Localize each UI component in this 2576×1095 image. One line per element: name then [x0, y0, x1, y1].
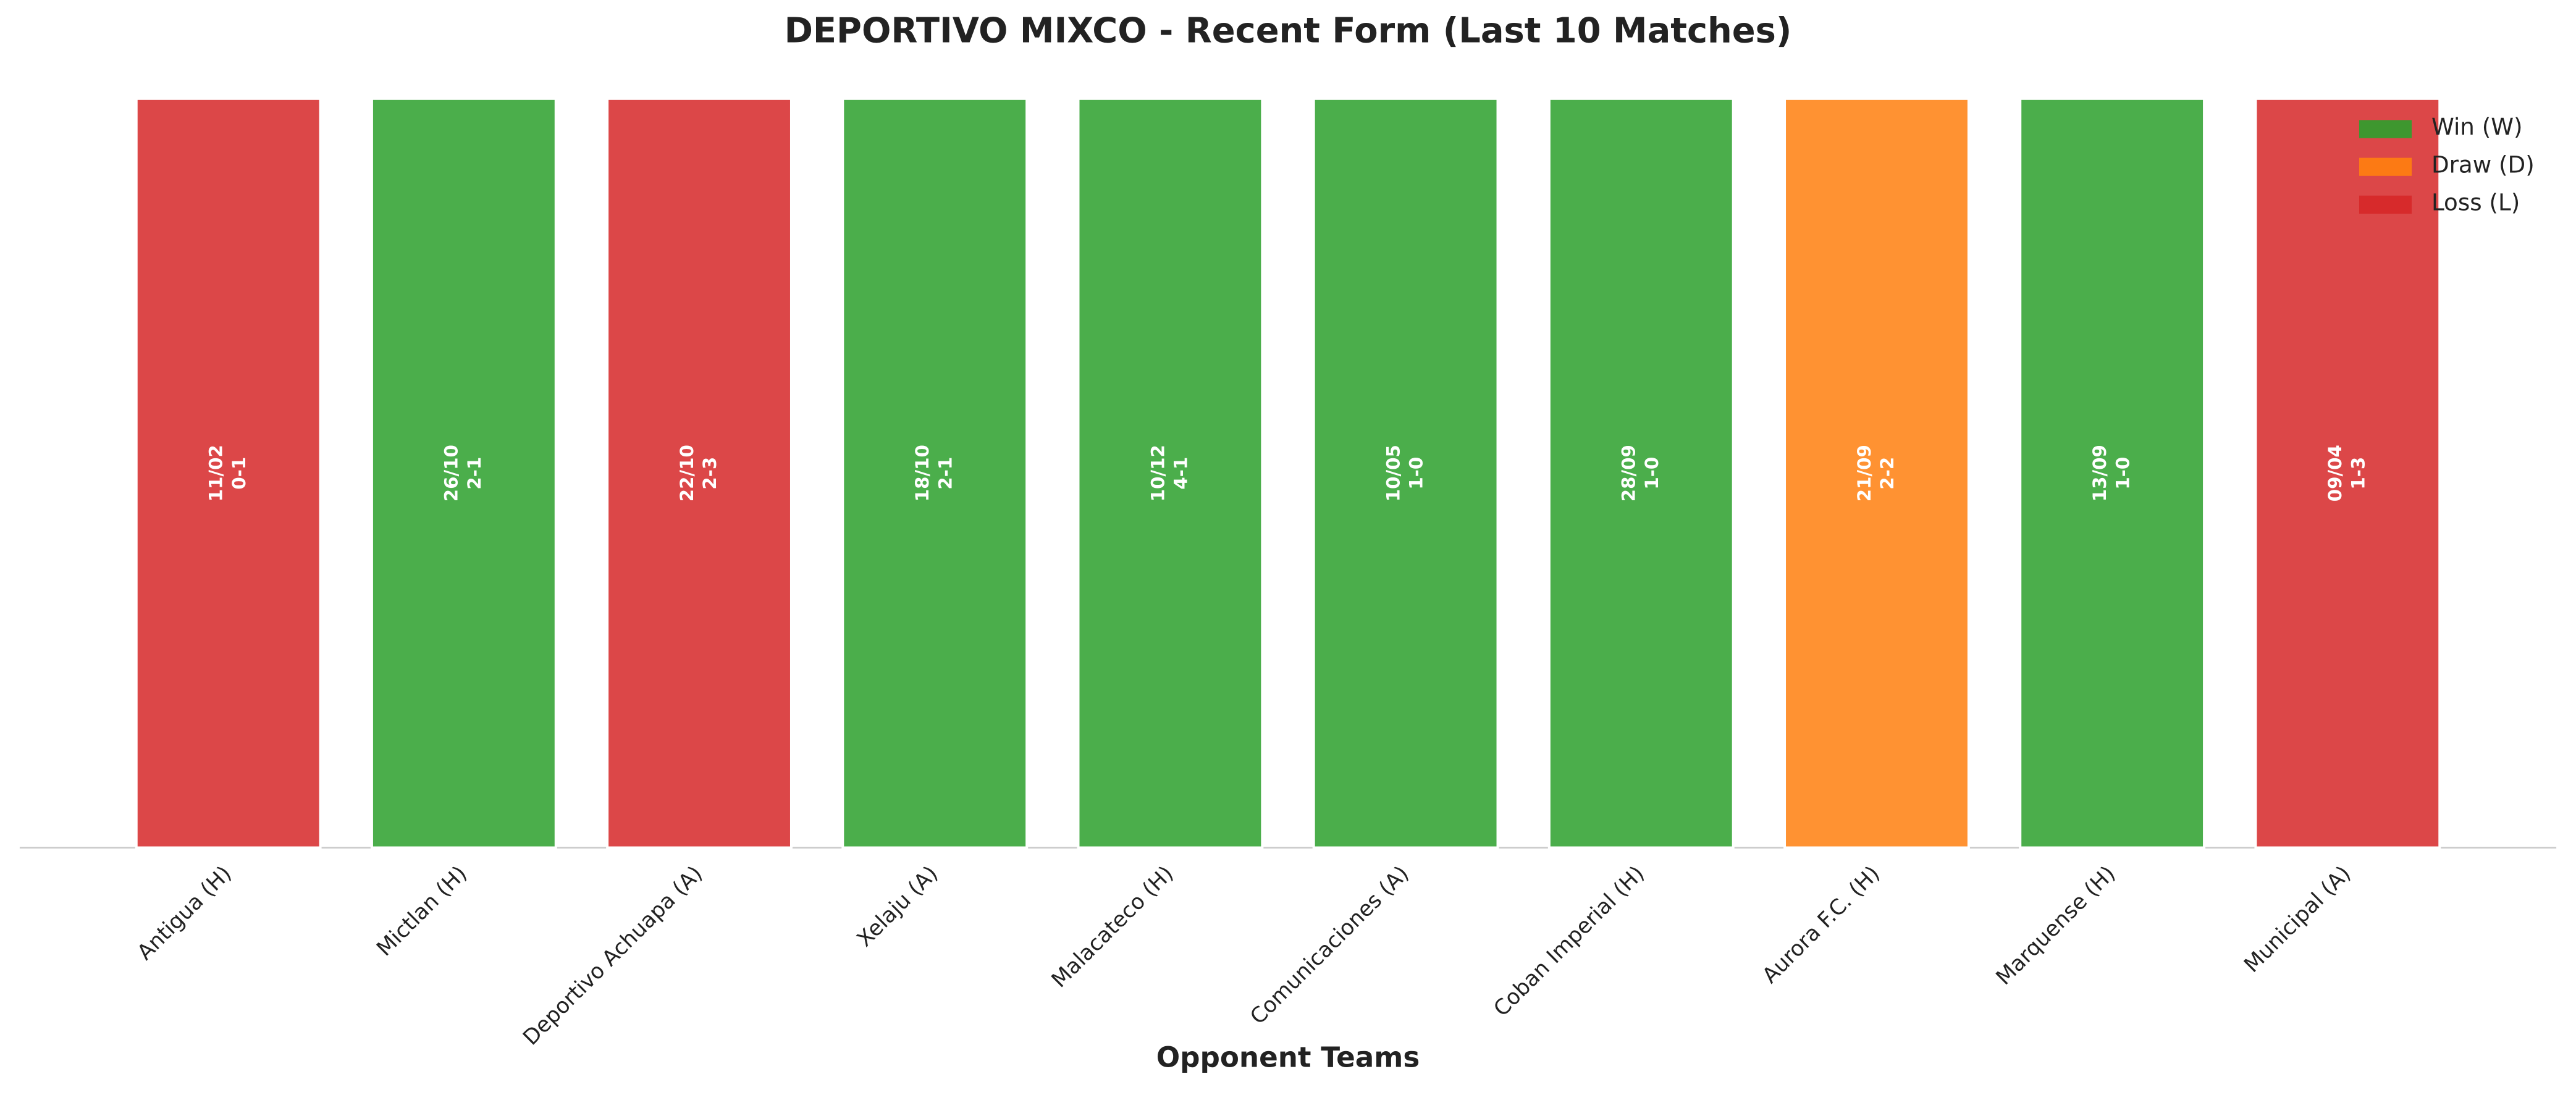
bar-date-label: 21/09 [1854, 445, 1875, 501]
bar-score-label: 1-0 [1406, 457, 1427, 490]
x-tick-label: Coban Imperial (H) [1489, 862, 1649, 1022]
bar-date-label: 13/09 [2089, 445, 2110, 501]
bar-date-label: 11/02 [206, 445, 227, 501]
bar-score-label: 4-1 [1171, 457, 1192, 490]
legend-swatch [2359, 195, 2412, 214]
bar-date-label: 09/04 [2325, 445, 2346, 501]
bar [1312, 97, 1499, 849]
x-tick-label: Xelaju (A) [852, 862, 943, 952]
legend-label: Win (W) [2431, 113, 2523, 140]
x-axis-label: Opponent Teams [1156, 1041, 1420, 1074]
bar-score-label: 2-3 [699, 457, 720, 490]
bar-score-label: 0-1 [229, 457, 250, 490]
chart-title: DEPORTIVO MIXCO - Recent Form (Last 10 M… [785, 11, 1792, 51]
bar-score-label: 2-1 [935, 457, 956, 490]
x-tick-label: Mictlan (H) [372, 862, 472, 962]
legend-swatch [2359, 120, 2412, 138]
legend-swatch [2359, 157, 2412, 176]
bar [2254, 97, 2441, 849]
x-tick-label: Aurora F.C. (H) [1757, 862, 1885, 989]
bar [606, 97, 793, 849]
bar-score-label: 1-0 [1641, 457, 1662, 490]
x-tick-label: Marquense (H) [1992, 862, 2120, 990]
bar-date-label: 26/10 [441, 445, 462, 501]
bar-date-label: 10/05 [1383, 445, 1404, 501]
bar [370, 97, 557, 849]
legend-label: Draw (D) [2431, 151, 2535, 178]
bar-score-label: 1-3 [2347, 457, 2368, 490]
bar-score-label: 2-2 [1877, 457, 1898, 490]
legend-label: Loss (L) [2431, 189, 2520, 216]
bar [2019, 97, 2206, 849]
bar-date-label: 28/09 [1618, 445, 1639, 501]
x-tick-label: Malacateco (H) [1047, 862, 1179, 993]
bar [841, 97, 1029, 849]
x-tick-label: Comunicaciones (A) [1245, 862, 1413, 1030]
bar-score-label: 2-1 [464, 457, 485, 490]
bar-score-label: 1-0 [2112, 457, 2133, 490]
bar-date-label: 22/10 [676, 445, 697, 501]
bar-date-label: 10/12 [1147, 445, 1168, 501]
bar [1547, 97, 1735, 849]
x-tick-label: Antigua (H) [133, 862, 237, 965]
x-tick-label: Deportivo Achuapa (A) [518, 862, 707, 1051]
bar [1783, 97, 1970, 849]
bar-date-label: 18/10 [912, 445, 933, 501]
x-tick-label: Municipal (A) [2239, 862, 2355, 978]
bar [135, 97, 322, 849]
bar [1077, 97, 1264, 849]
